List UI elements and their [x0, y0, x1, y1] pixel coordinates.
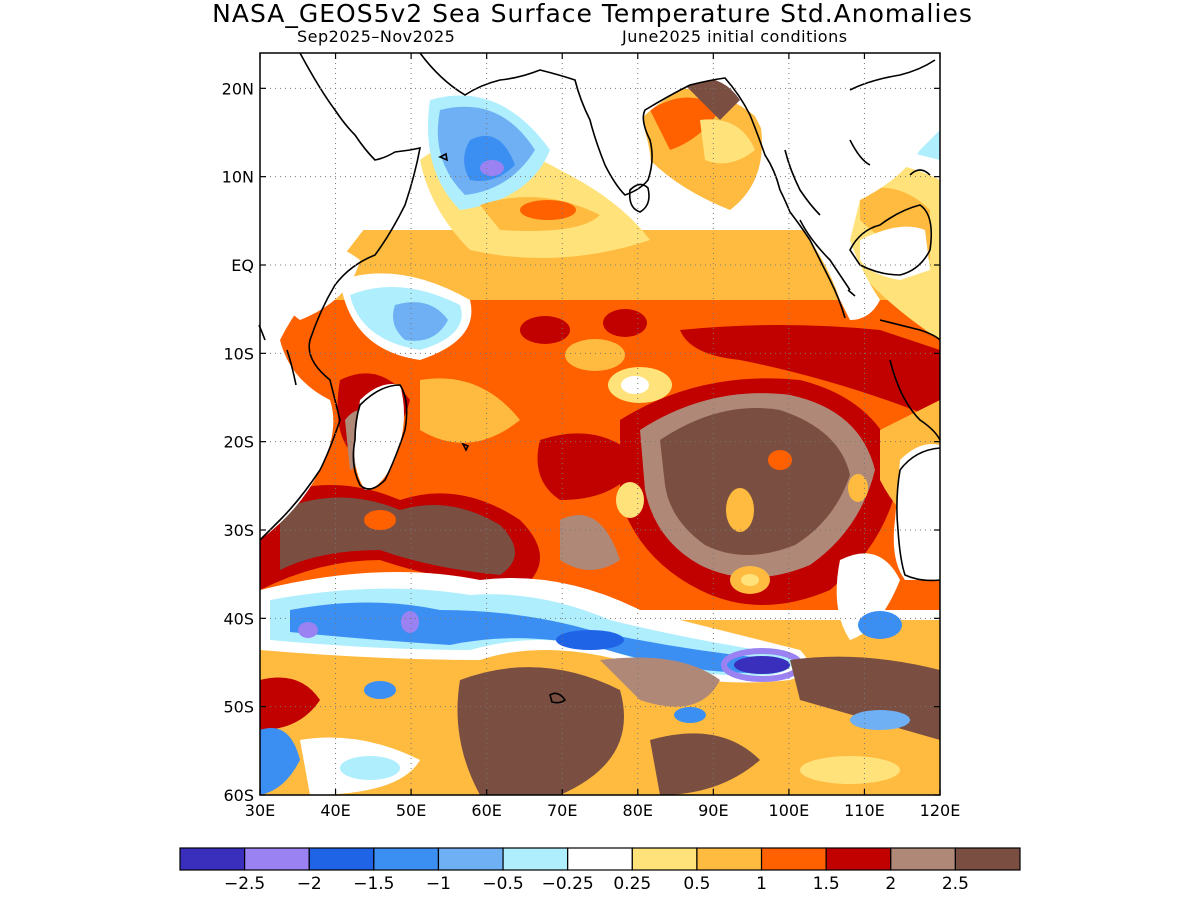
colorbar-swatch: [437, 847, 504, 871]
initial-conditions-subtitle: June2025 initial conditions: [622, 27, 848, 46]
lon-label: 30E: [245, 801, 275, 820]
lon-label: 40E: [320, 801, 350, 820]
lon-label: 70E: [547, 801, 577, 820]
colorbar-label: 2: [885, 874, 896, 894]
colorbar-label: −1.5: [353, 874, 394, 894]
colorbar-swatch: [373, 847, 440, 871]
lon-label: 90E: [698, 801, 728, 820]
lon-label: 110E: [844, 801, 885, 820]
map-axes: 30E 40E 50E 60E 70E 80E 90E 100E 110E 120E 20N 10N E…: [222, 53, 961, 820]
colorbar-label: 1.5: [813, 874, 840, 894]
lat-label: 10N: [222, 168, 254, 187]
colorbar-swatch: [179, 847, 246, 871]
colorbar-label: −0.5: [482, 874, 523, 894]
colorbar-swatch: [696, 847, 763, 871]
colorbar-swatch: [502, 847, 569, 871]
colorbar-swatch: [760, 847, 827, 871]
colorbar-swatch: [244, 847, 310, 871]
chart-title: NASA_GEOS5v2 Sea Surface Temperature Std…: [212, 0, 973, 28]
colorbar-label: 0.5: [683, 874, 710, 894]
lon-label: 120E: [920, 801, 961, 820]
lat-label: 20N: [222, 79, 254, 98]
grid-lines: [260, 53, 940, 795]
colorbar-label: 1: [756, 874, 767, 894]
lat-label: 50S: [223, 698, 254, 717]
colorbar-label: −2: [297, 874, 322, 894]
lat-label: 10S: [223, 344, 254, 363]
lon-label: 50E: [396, 801, 426, 820]
colorbar-swatch: [825, 847, 892, 871]
coastlines: [258, 52, 941, 704]
colorbar-label: −1: [426, 874, 451, 894]
lat-label: EQ: [231, 256, 254, 275]
colorbar-label: −2.5: [224, 874, 265, 894]
colorbar-label: −0.25: [542, 874, 594, 894]
season-subtitle: Sep2025–Nov2025: [297, 27, 456, 46]
map-frame: [259, 52, 941, 796]
colorbar-swatch: [308, 847, 375, 871]
colorbar-label: 0.25: [613, 874, 651, 894]
lat-label: 40S: [223, 609, 254, 628]
lat-label: 60S: [223, 786, 254, 805]
lat-label: 20S: [223, 433, 254, 452]
lon-label: 80E: [623, 801, 653, 820]
colorbar-swatch: [631, 847, 698, 871]
lon-label: 100E: [769, 801, 810, 820]
colorbar-swatch: [567, 847, 633, 871]
colorbar: −2.5 −2 −1.5 −1 −0.5 −0.25 0.25 0.5 1 1.5 2 2.5: [179, 847, 1021, 894]
colorbar-label: 2.5: [942, 874, 969, 894]
lon-label: 60E: [471, 801, 501, 820]
lat-label: 30S: [223, 521, 254, 540]
colorbar-swatch: [954, 847, 1021, 871]
colorbar-swatch: [890, 847, 956, 871]
anomaly-field: [260, 53, 940, 795]
